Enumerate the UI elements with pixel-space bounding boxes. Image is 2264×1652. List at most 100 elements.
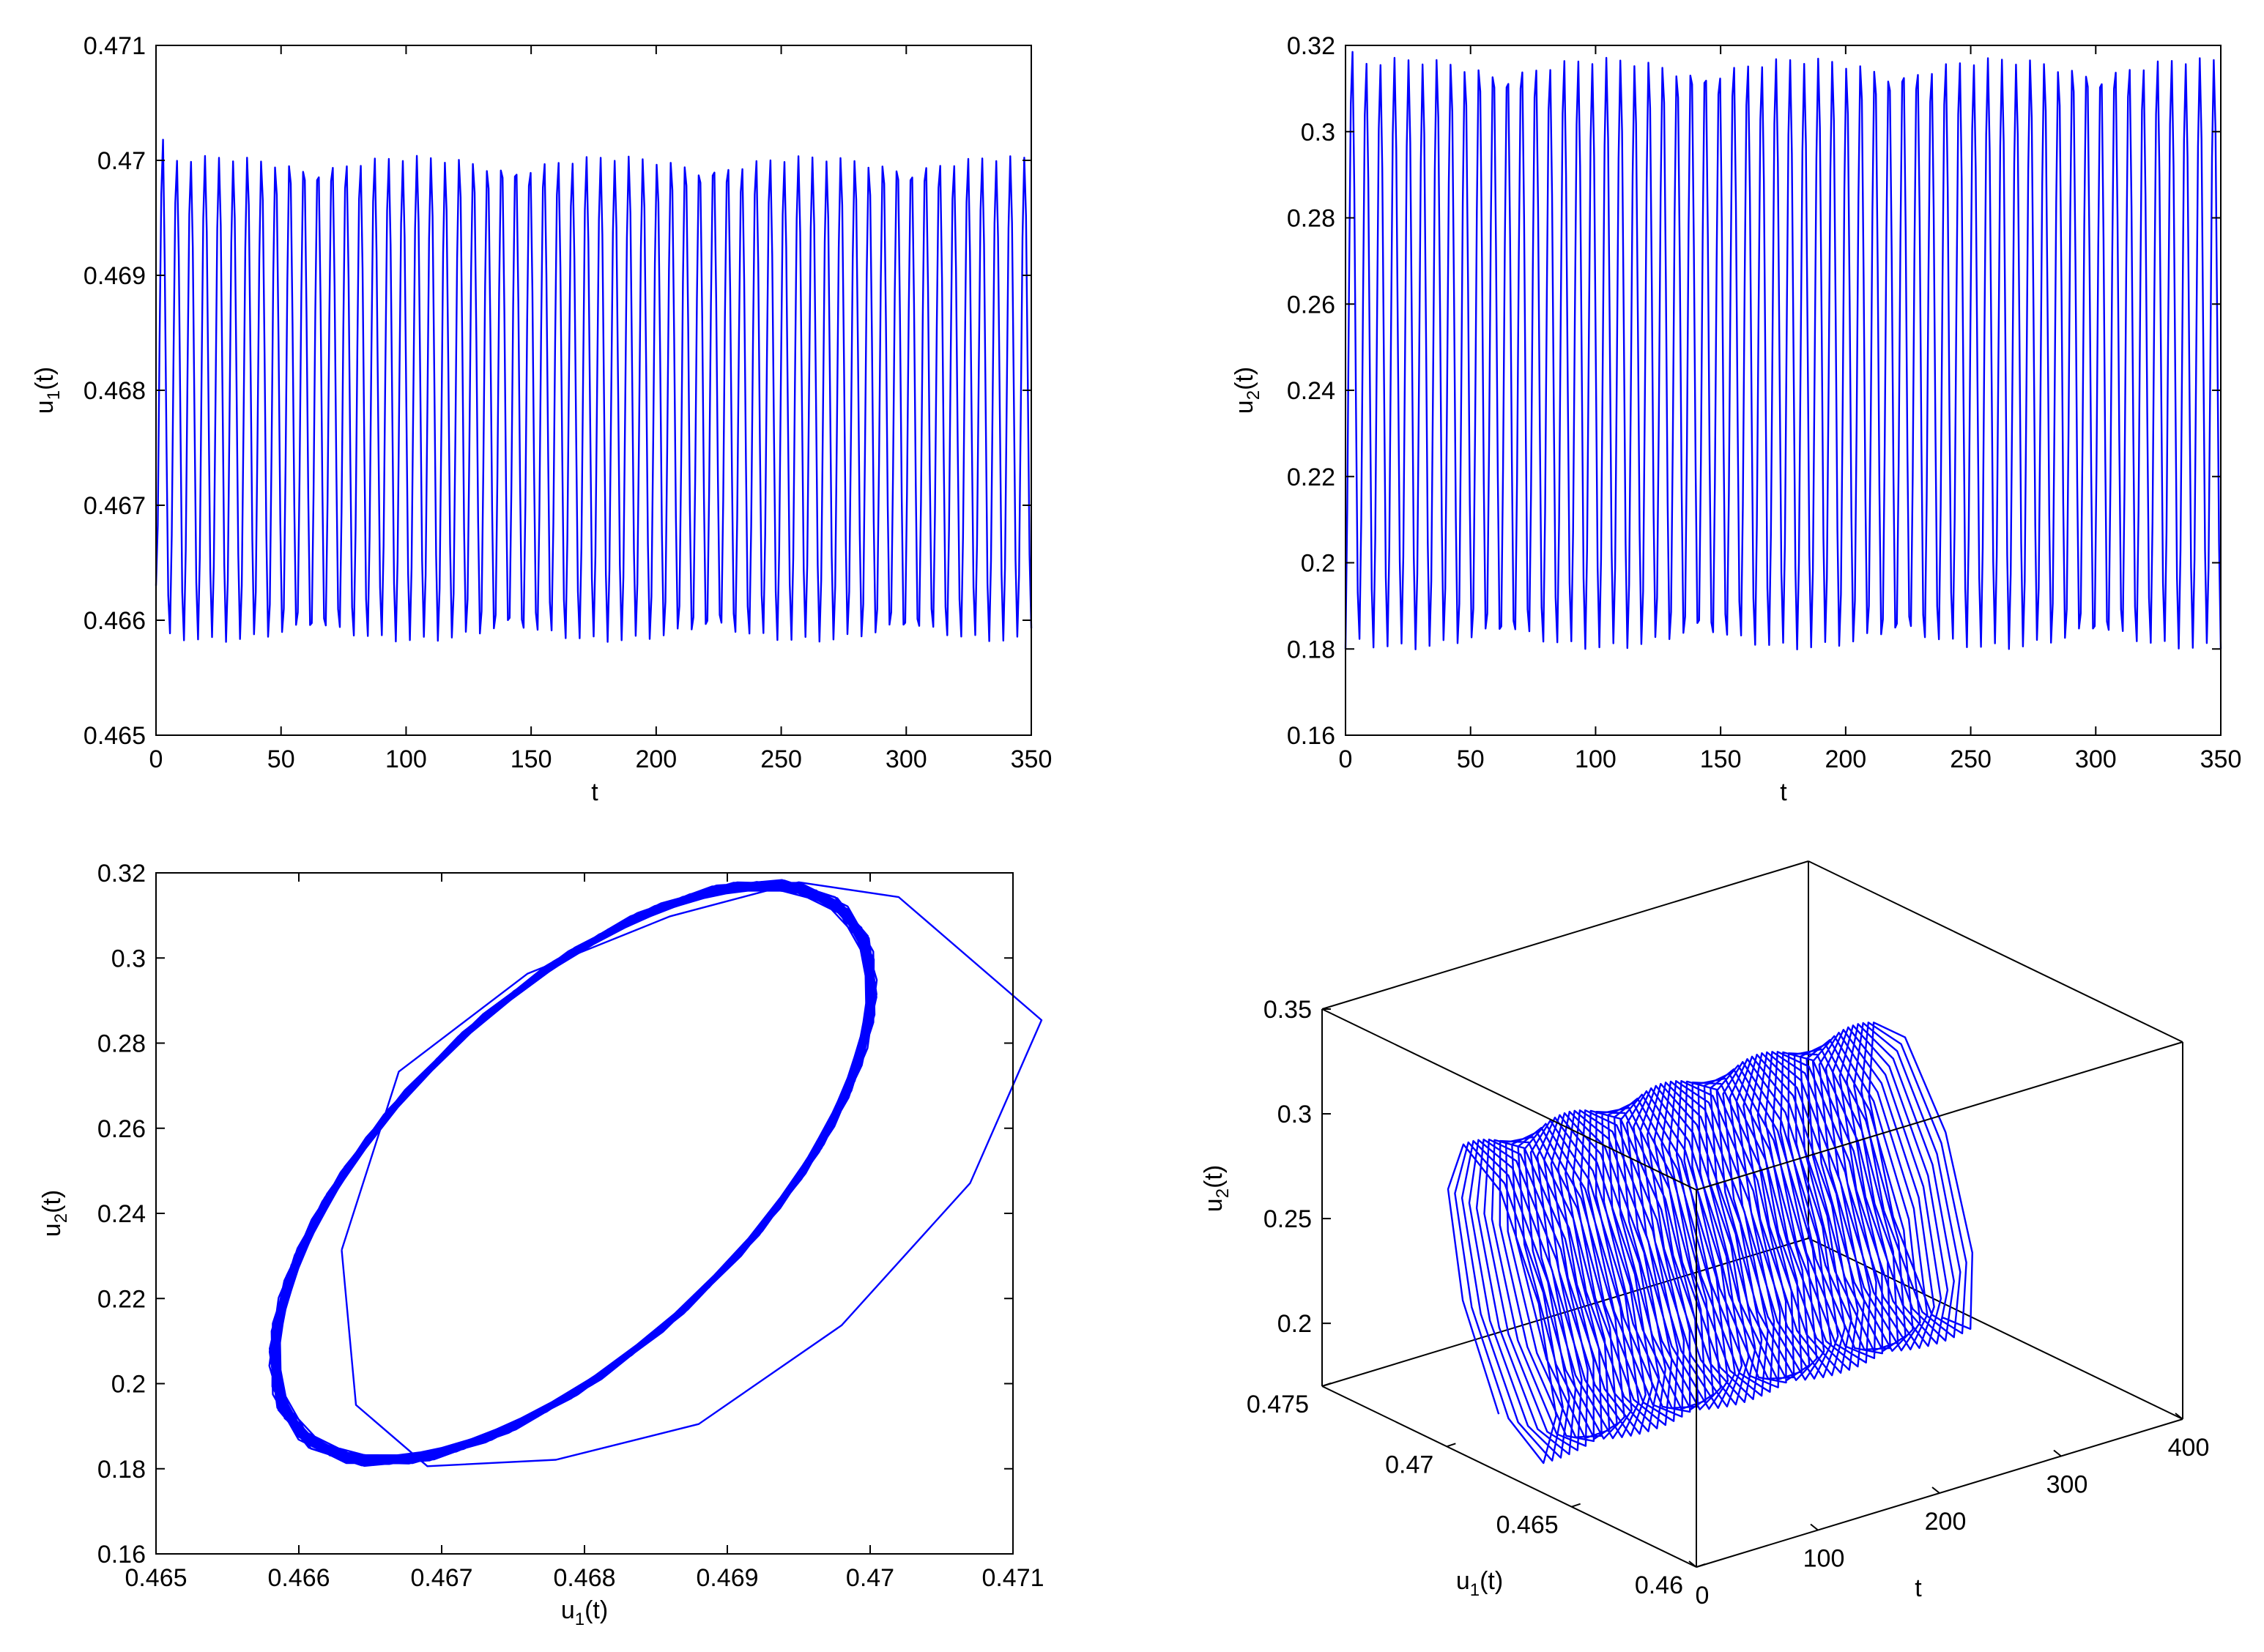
y-tick-label: 0.18 bbox=[1287, 636, 1335, 663]
u1-tick-mark bbox=[1696, 1563, 1706, 1568]
x-tick-label: 150 bbox=[1700, 745, 1742, 773]
box-edge-back-base-right bbox=[1808, 1238, 2183, 1420]
y-tick-label: 0.28 bbox=[97, 1030, 146, 1058]
series-line bbox=[155, 138, 1033, 643]
3d-trajectory-line bbox=[1447, 1022, 1973, 1465]
x-tick-label: 0.469 bbox=[696, 1564, 758, 1592]
y-tick-label: 0.47 bbox=[97, 147, 146, 175]
box-edge-front-base-left bbox=[1321, 1385, 1697, 1568]
u1-time-plot-area bbox=[155, 138, 1033, 643]
u2-tick-label: 0.25 bbox=[1263, 1205, 1312, 1233]
phase-portrait-y-axis-label: u2(t) bbox=[38, 1190, 71, 1237]
x-tick-label: 0 bbox=[149, 745, 163, 773]
phase-portrait-x-axis-label-subscript: 1 bbox=[575, 1610, 584, 1629]
3d-u1-axis-label-base: u bbox=[1456, 1567, 1470, 1595]
u2-time-x-ticks: 0 50 100 150 200 250 300 350 bbox=[1339, 45, 2242, 773]
y-tick-label: 0.16 bbox=[1287, 722, 1335, 750]
u1-time-y-ticks: 0.465 0.466 0.467 0.468 0.469 0.47 0.471 bbox=[83, 32, 1031, 750]
x-tick-label: 250 bbox=[1950, 745, 1992, 773]
y-tick-label: 0.471 bbox=[83, 32, 146, 60]
y-tick-label: 0.16 bbox=[97, 1541, 146, 1569]
u2-tick-label: 0.35 bbox=[1263, 996, 1312, 1024]
x-tick-label: 0.466 bbox=[267, 1564, 330, 1592]
3d-u1-axis-label-suffix: (t) bbox=[1480, 1567, 1503, 1595]
u2-tick-label: 0.3 bbox=[1277, 1101, 1312, 1128]
3d-u2-axis-label-base: u bbox=[1200, 1198, 1228, 1212]
3d-u2-axis-ticks: 0.2 0.25 0.3 0.35 bbox=[1263, 996, 1331, 1338]
u1-tick-label: 0.475 bbox=[1247, 1391, 1309, 1418]
x-tick-label: 350 bbox=[2200, 745, 2242, 773]
3d-u2-axis-label: u2(t) bbox=[1200, 1165, 1233, 1212]
t-tick-mark bbox=[2175, 1413, 2183, 1420]
x-tick-label: 0.47 bbox=[846, 1564, 894, 1592]
u2-tick-label: 0.2 bbox=[1277, 1310, 1312, 1338]
panel-phase-portrait: 0.465 0.466 0.467 0.468 0.469 0.47 0.471 0.160… bbox=[38, 860, 1044, 1629]
3d-t-axis-label: t bbox=[1915, 1574, 1922, 1602]
t-tick-label: 100 bbox=[1803, 1545, 1845, 1573]
x-tick-label: 200 bbox=[1825, 745, 1866, 773]
y-tick-label: 0.468 bbox=[83, 377, 146, 405]
y-tick-label: 0.2 bbox=[111, 1371, 146, 1399]
phase-portrait-y-axis-label-suffix: (t) bbox=[38, 1190, 66, 1213]
3d-t-axis-ticks: 0 100 200 300 400 bbox=[1688, 1413, 2209, 1610]
x-tick-label: 0.467 bbox=[410, 1564, 472, 1592]
y-tick-label: 0.467 bbox=[83, 492, 146, 520]
y-tick-label: 0.26 bbox=[97, 1115, 146, 1143]
y-tick-label: 0.22 bbox=[1287, 464, 1335, 491]
x-tick-label: 200 bbox=[635, 745, 677, 773]
y-tick-label: 0.466 bbox=[83, 607, 146, 635]
u1-tick-label: 0.46 bbox=[1635, 1571, 1683, 1599]
y-tick-label: 0.469 bbox=[83, 262, 146, 290]
t-tick-label: 200 bbox=[1925, 1508, 1967, 1536]
x-tick-label: 150 bbox=[511, 745, 552, 773]
u1-tick-label: 0.47 bbox=[1385, 1451, 1433, 1478]
u1-tick-mark bbox=[1571, 1503, 1581, 1508]
3d-u1-axis-label-subscript: 1 bbox=[1470, 1580, 1480, 1600]
x-tick-label: 50 bbox=[267, 745, 295, 773]
u1-time-y-axis-label-suffix: (t) bbox=[31, 367, 59, 390]
y-tick-label: 0.24 bbox=[1287, 377, 1335, 405]
y-tick-label: 0.32 bbox=[97, 860, 146, 888]
y-tick-label: 0.3 bbox=[1301, 119, 1335, 146]
limit-cycle-line bbox=[268, 879, 878, 1467]
3d-trajectory-plot-area bbox=[1447, 1022, 1973, 1465]
y-tick-label: 0.32 bbox=[1287, 32, 1335, 60]
u1-time-y-axis-label-base: u bbox=[31, 400, 59, 414]
y-tick-label: 0.2 bbox=[1301, 550, 1335, 578]
u2-time-y-axis-label-suffix: (t) bbox=[1231, 367, 1258, 390]
u1-tick-label: 0.465 bbox=[1496, 1511, 1559, 1539]
panel-u1-time: 0 50 100 150 200 250 300 350 0.4650.4660.4670.4… bbox=[31, 32, 1052, 806]
t-tick-label: 0 bbox=[1696, 1582, 1710, 1610]
phase-portrait-x-axis-label: u1(t) bbox=[561, 1596, 608, 1629]
u2-time-y-axis-label: u2(t) bbox=[1231, 367, 1263, 414]
u2-time-plot-area bbox=[1344, 51, 2222, 651]
phase-portrait-x-axis-label-base: u bbox=[561, 1596, 575, 1624]
phase-portrait-y-axis-label-subscript: 2 bbox=[51, 1213, 71, 1223]
y-tick-label: 0.22 bbox=[97, 1285, 146, 1313]
u2-time-y-axis-label-base: u bbox=[1231, 400, 1258, 414]
t-tick-mark bbox=[1810, 1523, 1819, 1531]
u1-tick-mark bbox=[1447, 1443, 1456, 1448]
u1-time-x-ticks: 0 50 100 150 200 250 300 350 bbox=[149, 45, 1053, 773]
t-tick-mark bbox=[1688, 1560, 1697, 1568]
phase-portrait-axes-frame bbox=[155, 872, 1014, 1555]
phase-portrait-y-ticks: 0.16 0.18 0.2 0.22 0.24 0.26 0.28 0.3 0.32 bbox=[97, 860, 1013, 1569]
box-edge-top-front bbox=[1696, 1041, 2183, 1191]
panel-3d-trajectory: 0 100 200 300 400 0.46 0.465 0.47 0.475 0.2 0.25… bbox=[1200, 860, 2209, 1610]
y-tick-label: 0.18 bbox=[97, 1456, 146, 1484]
series-line bbox=[1344, 51, 2222, 651]
3d-u2-axis-label-subscript: 2 bbox=[1213, 1188, 1233, 1198]
box-edge-top-left bbox=[1321, 1008, 1697, 1191]
x-tick-label: 0 bbox=[1339, 745, 1353, 773]
x-tick-label: 250 bbox=[760, 745, 802, 773]
x-tick-label: 350 bbox=[1011, 745, 1053, 773]
3d-u1-axis-label: u1(t) bbox=[1456, 1567, 1503, 1600]
x-tick-label: 100 bbox=[1575, 745, 1617, 773]
y-tick-label: 0.24 bbox=[97, 1200, 146, 1228]
y-tick-label: 0.28 bbox=[1287, 205, 1335, 233]
x-tick-label: 300 bbox=[2075, 745, 2117, 773]
u1-time-x-axis-label: t bbox=[591, 778, 598, 806]
3d-u2-axis-label-suffix: (t) bbox=[1200, 1165, 1228, 1188]
x-tick-label: 0.468 bbox=[553, 1564, 615, 1592]
